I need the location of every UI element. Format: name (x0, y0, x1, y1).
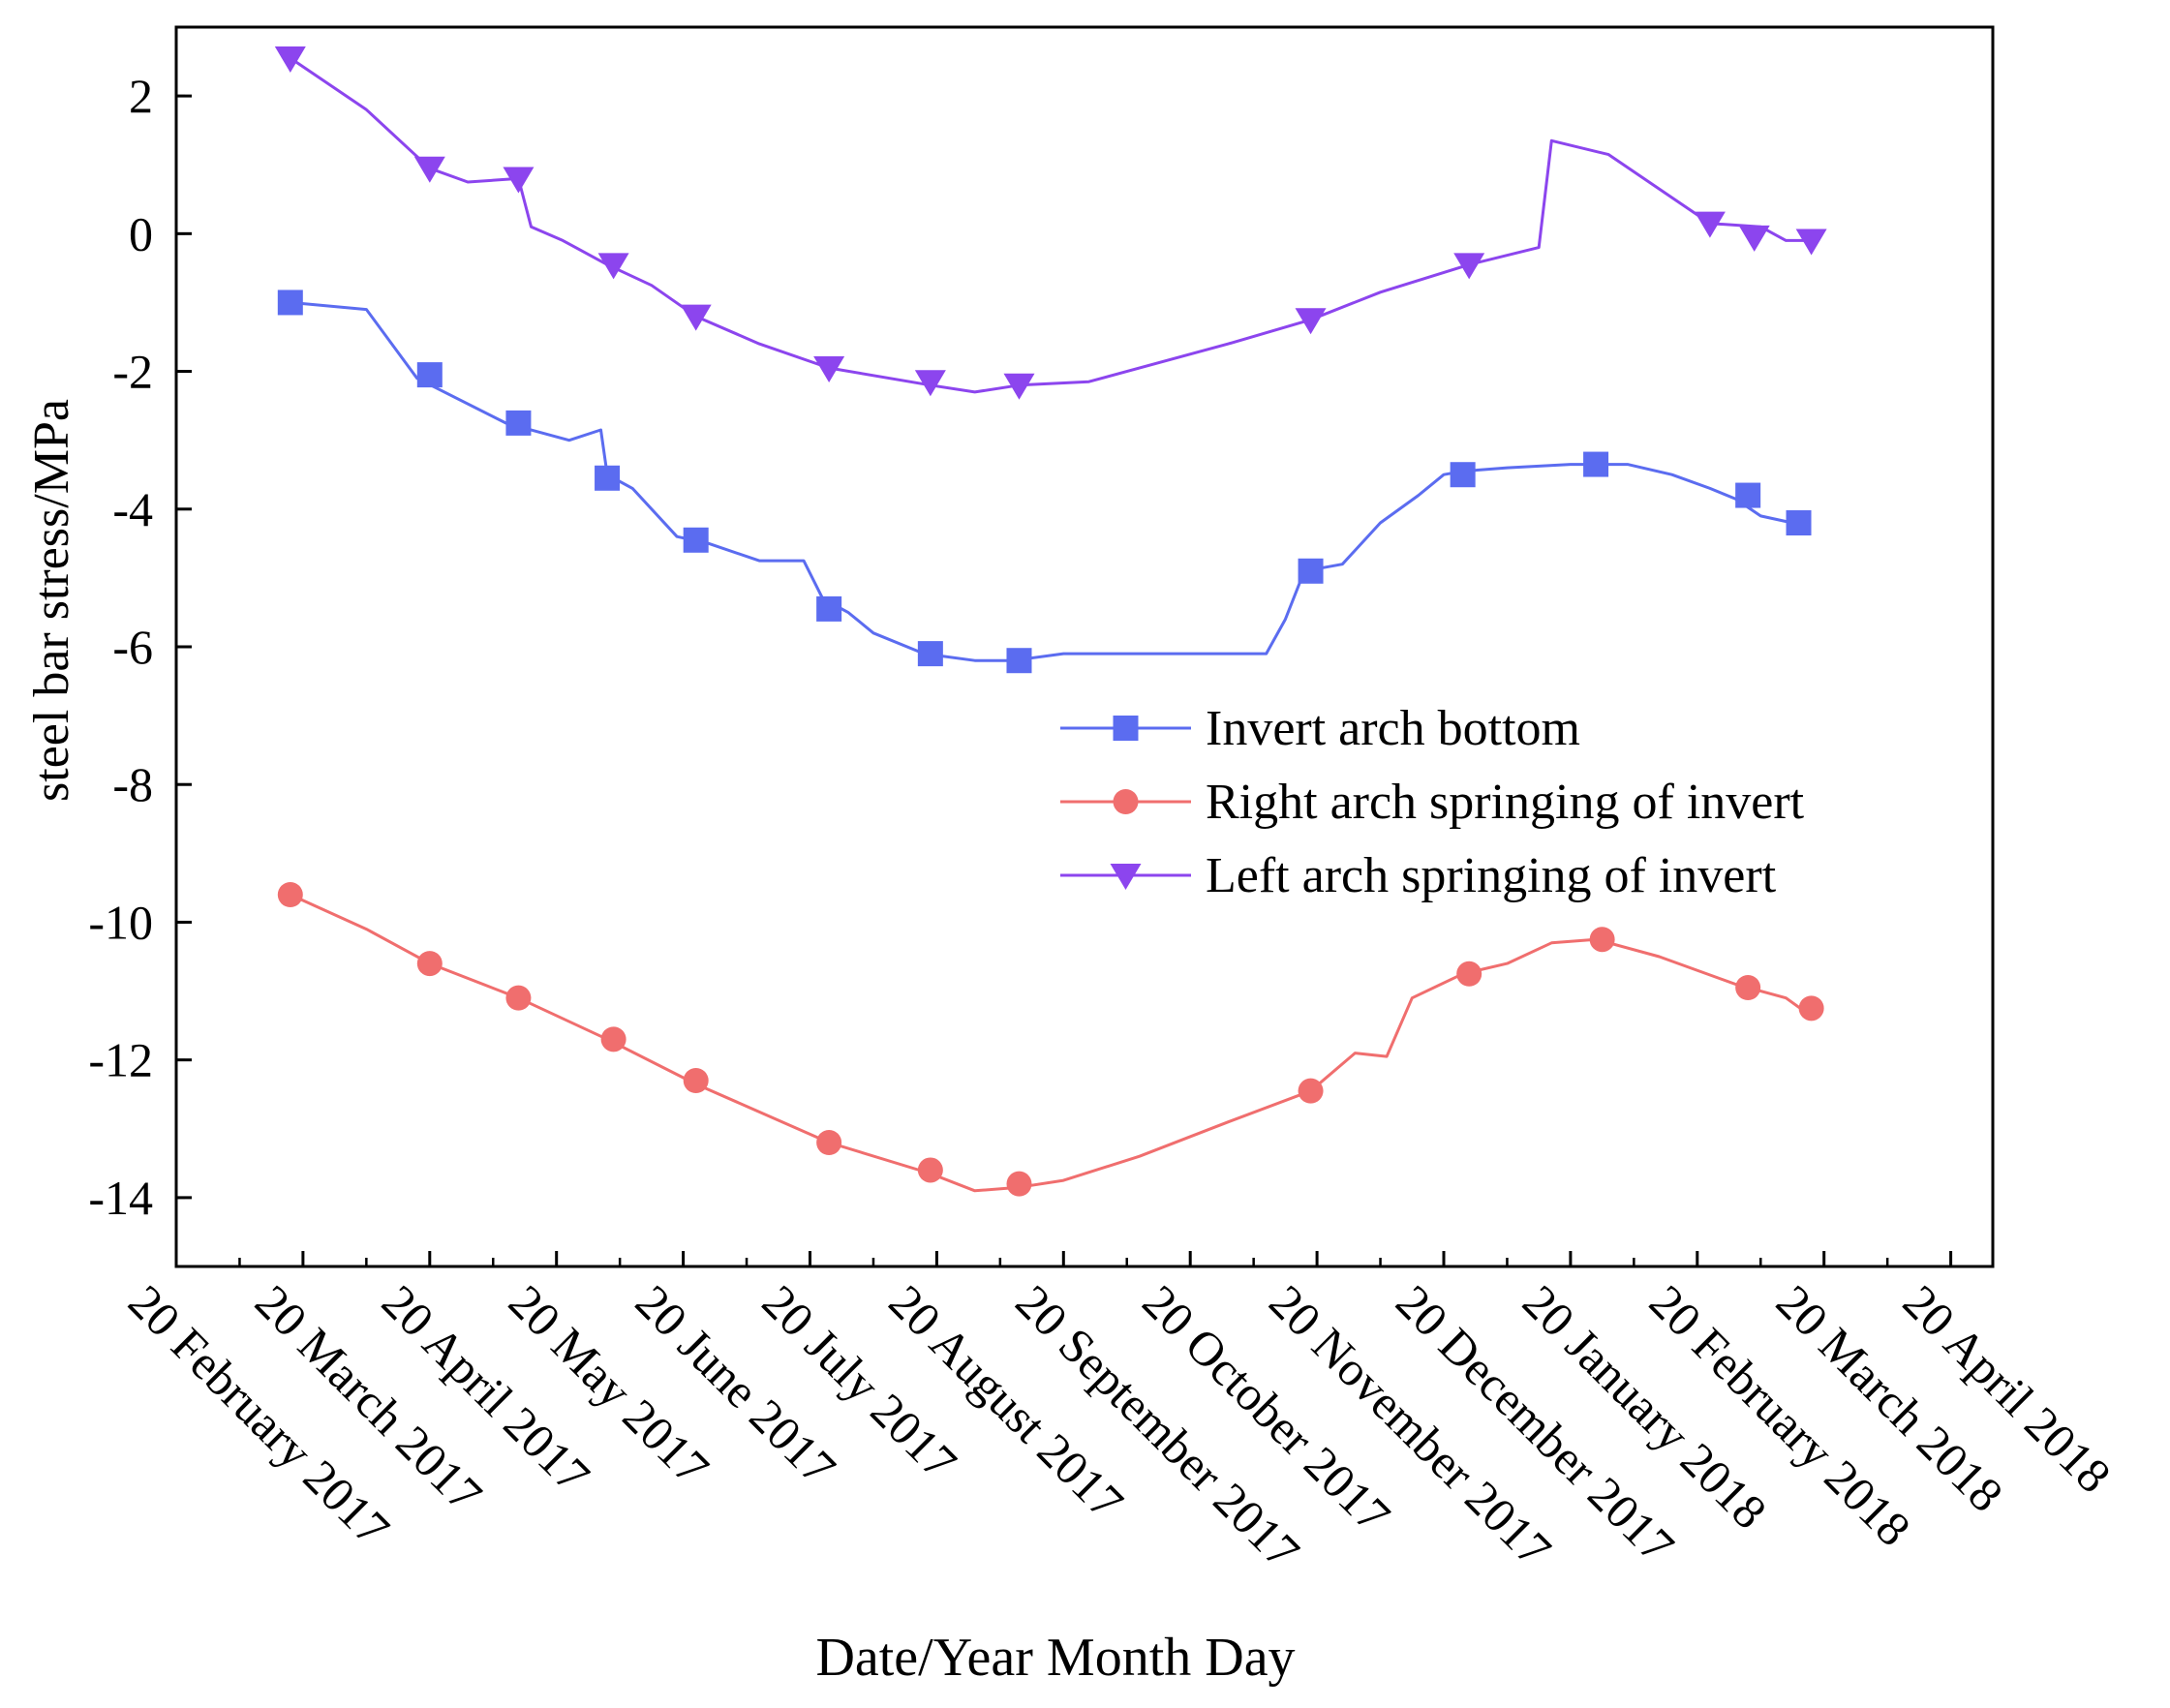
marker-circle (917, 1157, 943, 1183)
y-tick-label: -14 (88, 1171, 153, 1225)
marker-triangle (1738, 225, 1770, 252)
x-tick-label: 20 March 2017 (245, 1274, 493, 1522)
series-layer (274, 46, 1827, 1197)
marker-triangle (597, 253, 629, 280)
marker-square (1450, 462, 1476, 488)
marker-triangle (680, 304, 712, 331)
marker-circle (1006, 1171, 1032, 1197)
series-right-arch-springing-of-invert (277, 882, 1824, 1197)
marker-circle (1456, 961, 1482, 987)
marker-square (505, 410, 532, 436)
series-left-arch-springing-of-invert (274, 46, 1827, 400)
y-tick-label: -2 (112, 345, 153, 399)
marker-circle (816, 1130, 842, 1155)
marker-circle (1589, 927, 1615, 953)
series-line (289, 56, 1812, 394)
marker-square (1735, 482, 1761, 508)
marker-square (416, 362, 443, 388)
y-axis-title: steel bar stress/MPa (24, 399, 79, 802)
marker-circle (1798, 995, 1824, 1022)
marker-circle (277, 882, 303, 907)
marker-circle (1735, 975, 1761, 1000)
marker-circle (1113, 789, 1139, 814)
legend: Invert arch bottom Right arch springing o… (1060, 701, 1805, 903)
series-line (290, 893, 1806, 1193)
marker-triangle (1295, 308, 1327, 335)
y-tick-label: -8 (112, 757, 153, 811)
y-tick-label: -6 (112, 620, 153, 674)
marker-square (1113, 716, 1139, 741)
marker-triangle (1453, 253, 1485, 280)
marker-square (816, 595, 842, 622)
marker-circle (683, 1068, 709, 1093)
y-tick-label: -10 (88, 895, 153, 949)
marker-circle (416, 951, 443, 977)
legend-label: Right arch springing of invert (1206, 775, 1805, 830)
marker-square (1583, 451, 1609, 477)
marker-square (1006, 648, 1032, 674)
y-tick-label: 2 (129, 69, 153, 123)
marker-square (683, 527, 709, 553)
marker-square (277, 290, 303, 316)
marker-triangle (813, 356, 845, 382)
marker-triangle (503, 167, 535, 194)
marker-triangle (1110, 864, 1142, 890)
y-tick-label: -12 (88, 1033, 153, 1087)
y-tick-label: -4 (112, 482, 153, 536)
marker-square (595, 465, 621, 491)
x-axis-title: Date/Year Month Day (815, 1628, 1295, 1688)
marker-circle (1298, 1078, 1324, 1104)
marker-square (1786, 510, 1812, 535)
y-tick-label: 0 (129, 206, 153, 260)
marker-square (1298, 558, 1324, 584)
marker-triangle (413, 156, 445, 183)
series-line (290, 300, 1793, 662)
y-axis: 2 0 -2 -4 -6 -8 -10 -12 -14 (88, 69, 192, 1225)
marker-triangle (1003, 373, 1035, 400)
marker-triangle (914, 370, 946, 397)
marker-triangle (1694, 211, 1726, 238)
marker-triangle (274, 46, 306, 73)
marker-square (917, 641, 943, 667)
marker-triangle (1795, 229, 1827, 256)
legend-label: Left arch springing of invert (1206, 848, 1777, 903)
marker-circle (505, 985, 532, 1011)
marker-circle (600, 1026, 627, 1052)
legend-label: Invert arch bottom (1206, 701, 1580, 756)
x-tick-label: 20 March 2018 (1766, 1274, 2014, 1522)
series-invert-arch-bottom (277, 290, 1812, 674)
